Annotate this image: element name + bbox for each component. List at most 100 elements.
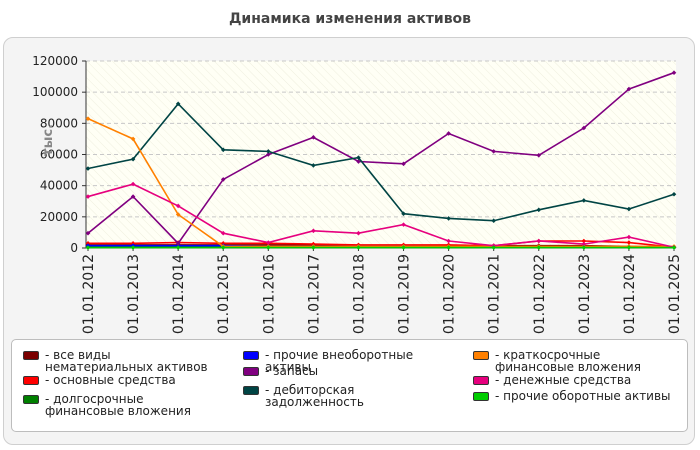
data-point xyxy=(175,212,181,217)
data-point xyxy=(626,245,632,250)
x-tick-label: 01.01.2017 xyxy=(306,254,322,334)
grid-lines xyxy=(86,60,676,218)
y-tick-label: 120000 xyxy=(32,54,78,68)
data-point xyxy=(356,230,361,236)
data-point xyxy=(266,149,271,154)
data-point xyxy=(175,245,181,250)
legend-swatch xyxy=(243,351,259,360)
y-tick-label: 0 xyxy=(70,241,78,255)
y-axis-label: тыс. xyxy=(41,124,56,156)
data-point xyxy=(446,131,451,136)
x-tick-label: 01.01.2020 xyxy=(442,254,458,334)
legend-label: - дебиторская задолженность xyxy=(265,383,364,409)
line-chart: 0 20000 40000 60000 80000 100000 120000 01.01.… xyxy=(32,54,683,334)
legend-item: - денежные средства xyxy=(473,374,683,386)
y-tick-label: 20000 xyxy=(40,210,78,224)
data-point xyxy=(536,152,542,158)
data-point xyxy=(491,218,496,224)
legend-item: - краткосрочные финансовые вложения xyxy=(473,349,683,373)
series-line xyxy=(87,102,675,222)
x-tick-label: 01.01.2021 xyxy=(487,254,503,334)
data-point xyxy=(581,238,587,244)
data-point xyxy=(85,230,91,236)
data-point xyxy=(130,136,136,142)
data-point xyxy=(626,86,632,92)
data-point xyxy=(85,241,91,246)
legend-swatch xyxy=(473,376,489,385)
legend-label: - основные средства xyxy=(45,373,176,387)
legend-swatch xyxy=(23,351,39,360)
data-point xyxy=(266,240,271,245)
data-point xyxy=(446,245,451,250)
x-tick-label: 01.01.2013 xyxy=(126,254,142,334)
legend-item: - прочие внеоборотные активы xyxy=(243,349,453,373)
x-tick-label: 01.01.2025 xyxy=(667,254,683,334)
data-point xyxy=(671,70,677,75)
data-point xyxy=(130,156,136,162)
data-point xyxy=(491,245,496,250)
data-point xyxy=(401,161,406,167)
x-tick-label: 01.01.2012 xyxy=(81,254,97,334)
series-6 xyxy=(85,101,677,224)
legend-label: - прочие внеоборотные активы xyxy=(265,348,414,374)
legend-item: - запасы xyxy=(243,365,453,377)
data-point xyxy=(130,181,136,187)
data-point xyxy=(536,238,542,244)
data-point xyxy=(446,216,451,221)
data-point xyxy=(85,194,91,199)
data-point xyxy=(85,116,91,121)
y-tick-label: 60000 xyxy=(40,148,78,162)
legend-swatch xyxy=(243,386,259,395)
data-point xyxy=(220,147,226,153)
data-point xyxy=(671,245,677,250)
data-point xyxy=(175,101,181,107)
series-5 xyxy=(85,70,677,246)
data-point xyxy=(175,203,181,209)
y-tick-label: 100000 xyxy=(32,85,78,99)
legend-item: - все виды нематериальных активов xyxy=(23,349,218,373)
x-tick-label: 01.01.2022 xyxy=(532,254,548,334)
data-point xyxy=(220,245,226,250)
data-point xyxy=(130,194,136,199)
legend-item: - долгосрочные финансовые вложения xyxy=(23,393,218,417)
x-tick-label: 01.01.2023 xyxy=(577,254,593,334)
data-point xyxy=(311,241,316,247)
data-point xyxy=(581,198,587,203)
legend-swatch xyxy=(243,367,259,376)
series-lines xyxy=(85,70,677,250)
data-point xyxy=(220,230,226,236)
series-line xyxy=(87,117,674,248)
data-point xyxy=(356,155,361,160)
data-point xyxy=(311,245,316,250)
data-point xyxy=(536,245,542,250)
y-tick-label: 80000 xyxy=(40,116,78,130)
y-tick-label: 40000 xyxy=(40,179,78,193)
series-line xyxy=(87,183,675,249)
data-point xyxy=(536,207,542,213)
data-point xyxy=(401,222,406,227)
series-line xyxy=(87,71,675,245)
data-point xyxy=(311,228,316,234)
legend-item: - основные средства xyxy=(23,374,218,386)
legend-swatch xyxy=(23,395,39,404)
data-point xyxy=(401,211,406,217)
legend-label: - запасы xyxy=(265,364,319,378)
series-line xyxy=(88,240,675,249)
legend-swatch xyxy=(23,376,39,385)
x-tick-label: 01.01.2014 xyxy=(171,254,187,334)
data-point xyxy=(626,234,632,240)
legend-swatch xyxy=(473,392,489,401)
data-point xyxy=(130,245,136,250)
x-tick-label: 01.01.2016 xyxy=(261,254,277,334)
data-point xyxy=(401,245,406,250)
data-point xyxy=(220,177,226,182)
data-point xyxy=(491,149,496,154)
data-point xyxy=(626,240,632,245)
data-point xyxy=(266,152,271,157)
y-axis: 0 20000 40000 60000 80000 100000 120000 xyxy=(32,54,87,255)
legend-swatch xyxy=(473,351,489,360)
legend-label: - денежные средства xyxy=(495,373,632,387)
data-point xyxy=(175,241,181,246)
data-point xyxy=(85,245,91,250)
legend-item: - прочие оборотные активы xyxy=(473,390,683,402)
